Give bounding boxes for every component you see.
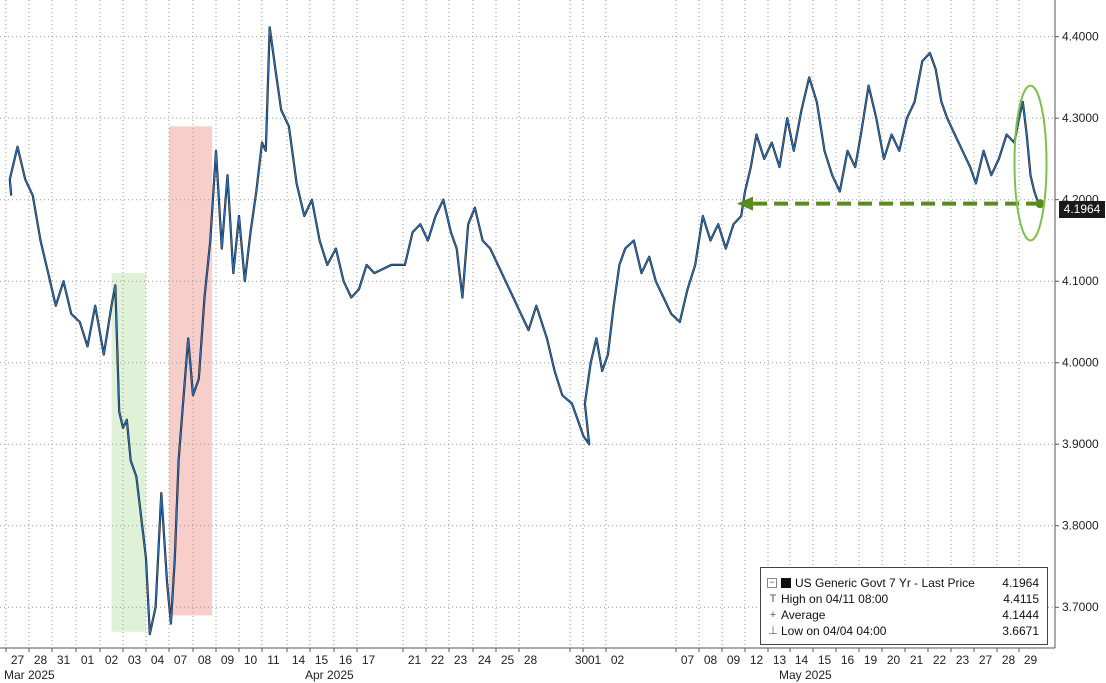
x-tick-label: 23 [454,653,468,667]
x-tick-label: 15 [818,653,832,667]
y-tick-label: 4.3000 [1062,111,1099,125]
x-tick-label: 12 [750,653,764,667]
legend-low-value: 3.6671 [1002,624,1039,638]
x-tick-label: 25 [501,653,515,667]
x-tick-label: 16 [841,653,855,667]
x-tick-label: 31 [57,653,71,667]
x-tick-label: 16 [339,653,353,667]
legend-high-label: High on 04/11 08:00 [781,592,889,606]
month-label: Apr 2025 [305,668,354,682]
plot-frame [0,0,1056,649]
x-tick-label: 11 [267,653,280,667]
x-tick-label: 29 [1024,653,1038,667]
month-label: Mar 2025 [4,668,55,682]
legend-title-row: − US Generic Govt 7 Yr - Last Price 4.19… [761,575,1041,591]
legend-low-label: Low on 04/04 04:00 [781,624,887,638]
x-tick-label: 19 [864,653,878,667]
highlight-ellipse [1013,84,1048,242]
x-tick-label: 28 [34,653,48,667]
highlight-bands [111,126,213,632]
legend-average-label: Average [781,608,826,622]
high-marker-icon: T [769,593,777,605]
average-marker-icon: + [769,609,777,621]
annotations [737,84,1048,242]
x-tick-label: 21 [910,653,924,667]
y-tick-label: 4.4000 [1062,30,1099,44]
x-tick-label: 14 [795,653,809,667]
x-tick-label: 01 [81,653,95,667]
y-tick-label: 4.1000 [1062,274,1099,288]
x-tick-label: 30 [575,653,589,667]
x-tick-label: 01 [588,653,602,667]
x-tick-label: 24 [478,653,492,667]
y-tick-labels: 3.70003.80003.90004.00004.10004.20004.30… [1062,30,1099,615]
x-tick-label: 07 [681,653,695,667]
month-label: May 2025 [779,668,832,682]
legend-high-value: 4.4115 [1003,592,1039,606]
legend-series-value: 4.1964 [1002,576,1039,590]
y-tick-label: 3.8000 [1062,519,1099,533]
legend-series-name: US Generic Govt 7 Yr - Last Price [795,576,975,590]
y-tick-label: 3.9000 [1062,437,1099,451]
x-tick-label: 15 [315,653,329,667]
x-tick-label: 04 [151,653,165,667]
x-tick-label: 03 [128,653,142,667]
x-tick-label: 17 [362,653,376,667]
x-tick-label: 22 [431,653,445,667]
x-tick-label: 08 [704,653,718,667]
vertical-gridlines [5,0,1020,648]
reference-arrow-dot [1035,199,1045,209]
x-tick-label: 27 [979,653,993,667]
y-tick-label: 4.0000 [1062,356,1099,370]
reference-arrow-head [737,196,753,211]
x-tick-label: 07 [174,653,188,667]
x-tick-label: 09 [727,653,741,667]
horizontal-gridlines [0,36,1059,608]
series-7yr-yield [8,26,1040,636]
y-tick-label: 3.7000 [1062,600,1099,614]
x-tick-label: 27 [11,653,25,667]
series-line [9,26,1039,635]
x-tick-label: 28 [1002,653,1016,667]
legend-collapse-icon[interactable]: − [767,578,777,588]
legend-series-swatch [781,578,791,588]
x-tick-label: 28 [524,653,538,667]
x-tick-labels: 27 28 31 01 02 03 04 07 08 09 10 11 14 15 16 17 21 22 23 24… [5,648,1038,667]
x-tick-label: 22 [933,653,947,667]
legend: − US Generic Govt 7 Yr - Last Price 4.19… [760,567,1048,645]
x-tick-label: 08 [198,653,212,667]
x-tick-label: 10 [244,653,258,667]
x-tick-label: 21 [408,653,422,667]
legend-row-high: T High on 04/11 08:00 4.4115 [761,591,1041,607]
last-price-tag: 4.1964 [1059,201,1105,218]
x-tick-label: 14 [292,653,306,667]
legend-average-value: 4.1444 [1002,608,1039,622]
x-tick-label: 20 [887,653,901,667]
legend-row-low: ⊥ Low on 04/04 04:00 3.6671 [761,623,1041,639]
x-tick-label: 09 [221,653,235,667]
x-tick-label: 02 [105,653,119,667]
month-labels: Mar 2025 Apr 2025 May 2025 [4,668,832,682]
low-marker-icon: ⊥ [768,625,778,637]
x-tick-label: 02 [611,653,625,667]
legend-row-average: + Average 4.1444 [761,607,1041,623]
x-tick-label: 13 [773,653,787,667]
x-tick-label: 23 [956,653,970,667]
